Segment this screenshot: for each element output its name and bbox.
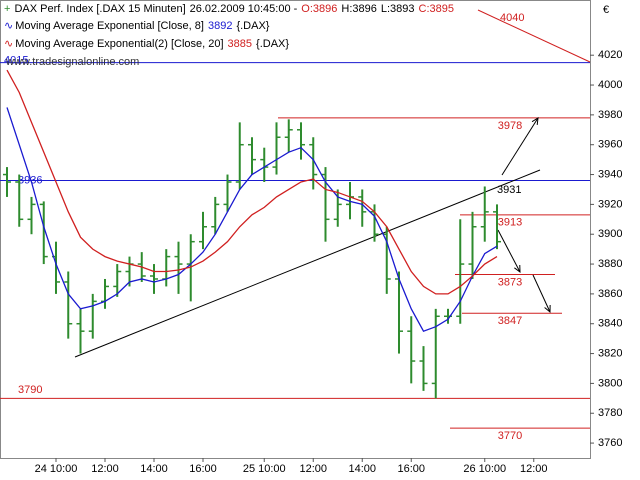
resistance-line: [477, 9, 591, 63]
x-tick-label: 16:00: [397, 463, 425, 475]
y-tick-label: 3960: [598, 139, 622, 151]
x-tick-label: 12:00: [299, 463, 327, 475]
level-label: 3913: [498, 217, 522, 229]
open-value: O:3896: [301, 3, 337, 15]
annotation: 4040: [500, 12, 524, 24]
timestamp: 26.02.2009 10:45:00 -: [190, 3, 298, 15]
arrow-head: [531, 117, 539, 126]
legend-symbol: {.DAX}: [236, 20, 269, 32]
level-label: 3873: [498, 276, 522, 288]
legend-name: Moving Average Exponential [Close, 8]: [15, 20, 204, 32]
y-tick-label: 3840: [598, 318, 622, 330]
level-label: 3790: [18, 384, 42, 396]
y-tick-label: 3920: [598, 198, 622, 210]
level-label: 3770: [498, 430, 522, 442]
level-label: 3978: [498, 120, 522, 132]
trend-line: [74, 169, 541, 358]
arrow: [501, 117, 539, 176]
legend-name: Moving Average Exponential(2) [Close, 20…: [15, 38, 223, 50]
level-label: 3847: [498, 315, 522, 327]
x-tick-label: 26 10:00: [463, 463, 506, 475]
legend-symbol: {.DAX}: [256, 38, 289, 50]
legend-value: 3885: [228, 38, 252, 50]
arrow-head: [544, 304, 551, 314]
y-tick-label: 3820: [598, 347, 622, 359]
level-label: 3936: [18, 174, 42, 186]
arrow: [497, 229, 521, 273]
y-tick-label: 3780: [598, 407, 622, 419]
y-tick-label: 3760: [598, 437, 622, 449]
y-tick-label: 3860: [598, 288, 622, 300]
legend-value: 3892: [208, 20, 232, 32]
y-tick-label: 4020: [598, 49, 622, 61]
y-tick-label: 3800: [598, 377, 622, 389]
legend-entry: ∿ Moving Average Exponential(2) [Close, 2…: [4, 38, 289, 50]
y-tick-label: 3980: [598, 109, 622, 121]
high-value: H:3896: [341, 3, 376, 15]
y-tick-label: 3900: [598, 228, 622, 240]
x-tick-label: 12:00: [520, 463, 548, 475]
currency: €: [603, 4, 609, 16]
close-value: C:3895: [419, 3, 454, 15]
x-tick-label: 14:00: [140, 463, 168, 475]
low-value: L:3893: [381, 3, 415, 15]
level-label: 4015: [4, 55, 28, 67]
y-tick-label: 3940: [598, 168, 622, 180]
y-tick-label: 4000: [598, 79, 622, 91]
arrow: [532, 274, 551, 313]
x-tick-label: 25 10:00: [243, 463, 286, 475]
arrow-head: [514, 264, 521, 274]
header: + DAX Perf. Index [.DAX 15 Minuten] 26.02.…: [4, 3, 454, 15]
annotation: 3931: [497, 184, 521, 196]
x-tick-label: 16:00: [189, 463, 217, 475]
plot-area: 4015 3936 3978 3913 3873 3847 3790 3770 4040 3931: [0, 9, 591, 442]
legend-entry: ∿ Moving Average Exponential [Close, 8] 38…: [4, 20, 270, 32]
x-tick-label: 12:00: [91, 463, 119, 475]
x-tick-label: 14:00: [348, 463, 376, 475]
plot-frame: [0, 0, 591, 459]
watermark: www.tradesignalonline.com: [5, 56, 139, 68]
ema-line: [6, 69, 498, 295]
ema-line: [6, 107, 498, 332]
instrument: DAX Perf. Index [.DAX 15 Minuten]: [14, 3, 185, 15]
y-tick-label: 3880: [598, 258, 622, 270]
x-tick-label: 24 10:00: [35, 463, 78, 475]
